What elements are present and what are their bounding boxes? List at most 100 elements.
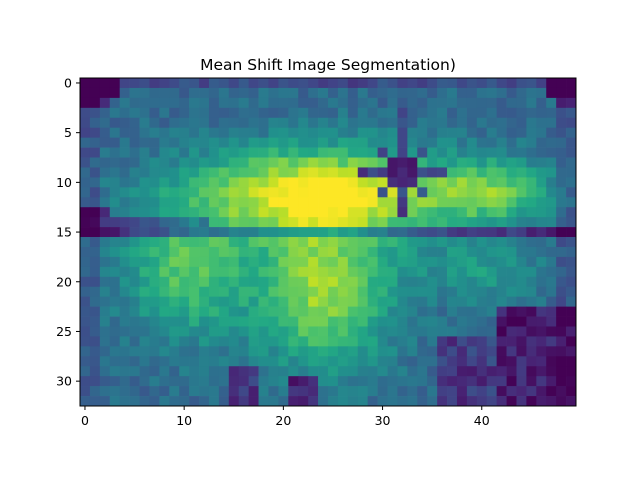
heatmap-cell [328,187,339,198]
heatmap-cell [80,326,91,337]
heatmap-cell [367,127,378,138]
heatmap-cell [387,187,398,198]
heatmap-cell [238,386,249,397]
heatmap-cell [506,306,517,317]
heatmap-cell [169,217,180,228]
heatmap-cell [208,147,220,158]
heatmap-cell [139,157,150,168]
heatmap-cell [89,266,101,278]
heatmap-cell [437,177,448,188]
heatmap-cell [80,157,91,168]
heatmap-cell [407,356,418,367]
heatmap-cells [80,78,577,407]
heatmap-cell [89,336,101,347]
heatmap-cell [129,167,140,178]
heatmap-cell [556,237,567,248]
heatmap-cell [119,256,130,268]
heatmap-cell [407,266,418,278]
heatmap-cell [546,306,557,317]
heatmap-cell [298,117,309,129]
heatmap-cell [288,336,299,347]
heatmap-cell [208,207,220,218]
heatmap-cell [427,127,438,138]
heatmap-cell [496,217,507,228]
heatmap-cell [466,286,478,298]
heatmap-cell [407,286,418,298]
heatmap-cell [496,187,507,198]
heatmap-cell [89,157,101,168]
heatmap-cell [268,326,279,337]
heatmap-cell [278,207,289,218]
heatmap-cell [417,366,428,377]
heatmap-cell [407,306,418,317]
heatmap-cell [228,157,240,168]
heatmap-cell [328,78,339,89]
heatmap-cell [496,256,507,268]
heatmap-cell [556,356,567,367]
heatmap-cell [288,117,299,129]
heatmap-cell [80,246,91,258]
heatmap-cell [397,306,408,317]
heatmap-cell [397,167,408,178]
heatmap-cell [228,227,240,238]
heatmap-cell [109,177,121,188]
heatmap-cell [437,197,448,208]
heatmap-cell [258,177,269,188]
heatmap-cell [149,157,160,168]
heatmap-cell [238,187,249,198]
heatmap-cell [486,266,497,278]
heatmap-cell [387,217,398,228]
heatmap-cell [486,286,497,298]
heatmap-cell [476,326,488,337]
heatmap-cell [208,266,220,278]
heatmap-cell [268,396,279,407]
heatmap-cell [208,286,220,298]
heatmap-cell [208,237,220,248]
heatmap-cell [169,97,180,109]
heatmap-cell [298,217,309,228]
heatmap-cell [218,78,230,89]
heatmap-cell [466,336,478,347]
heatmap-cell [407,117,418,129]
heatmap-cell [109,296,121,307]
heatmap-cell [536,366,547,377]
heatmap-cell [466,217,478,228]
heatmap-cell [476,157,488,168]
heatmap-cell [268,197,279,208]
heatmap-cell [566,137,577,148]
heatmap-cell [268,336,279,347]
heatmap-cell [556,266,567,278]
heatmap-cell [407,346,418,357]
heatmap-cell [377,157,388,168]
heatmap-cell [357,306,369,317]
heatmap-cell [298,346,309,357]
heatmap-cell [99,306,111,317]
heatmap-cell [427,266,438,278]
heatmap-cell [546,217,557,228]
heatmap-cell [298,246,309,258]
heatmap-cell [486,376,497,387]
heatmap-cell [218,107,230,119]
heatmap-cell [417,117,428,129]
heatmap-cell [298,227,309,238]
heatmap-cell [337,336,349,347]
heatmap-cell [248,336,259,347]
heatmap-cell [119,157,130,168]
heatmap-cell [556,217,567,228]
heatmap-cell [526,376,537,387]
heatmap-cell [486,137,497,148]
heatmap-cell [89,326,101,337]
heatmap-cell [337,127,349,138]
heatmap-cell [456,246,468,258]
heatmap-cell [288,256,299,268]
heatmap-cell [466,117,478,129]
heatmap-cell [397,396,408,407]
heatmap-cell [179,326,190,337]
heatmap-cell [129,296,140,307]
heatmap-cell [347,316,359,327]
heatmap-cell [189,227,200,238]
heatmap-cell [367,296,378,307]
heatmap-cell [258,296,269,307]
heatmap-cell [486,306,497,317]
heatmap-cell [228,266,240,278]
